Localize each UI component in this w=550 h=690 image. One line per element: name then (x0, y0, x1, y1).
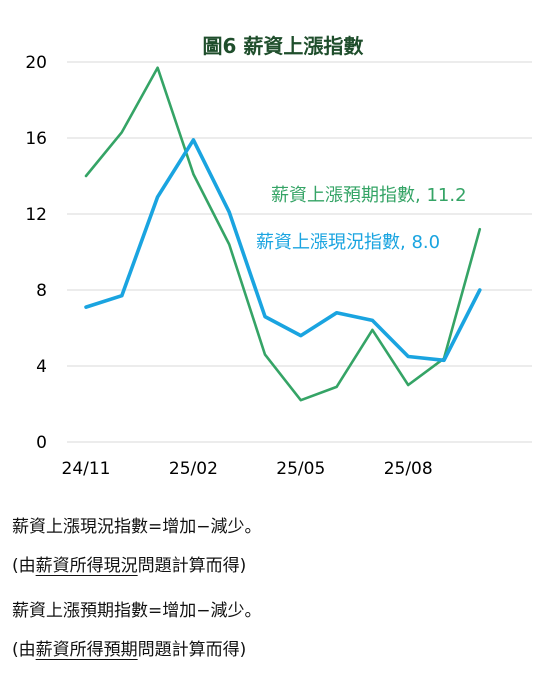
x-tick-label: 25/08 (384, 459, 433, 479)
y-axis-ticks: 0 4 8 12 16 20 (25, 53, 47, 453)
series-label-0: 薪資上漲預期指數, 11.2 (271, 185, 467, 206)
series-label-1: 薪資上漲現況指數, 8.0 (256, 232, 440, 253)
note-current-underlined: 薪資所得現況 (35, 556, 138, 576)
gridlines (67, 61, 532, 443)
note-expected-definition: 薪資上漲預期指數=增加−減少。 (12, 601, 262, 621)
y-tick-label: 0 (36, 433, 47, 453)
note-expected-underlined: 薪資所得預期 (35, 640, 138, 660)
x-tick-label: 24/11 (62, 459, 111, 479)
series-labels: 薪資上漲預期指數, 11.2 薪資上漲現況指數, 8.0 (256, 185, 467, 253)
note-current-prefix: (由 (12, 556, 36, 576)
x-tick-label: 25/02 (169, 459, 218, 479)
series-line-1 (84, 138, 482, 363)
series-line-0 (84, 66, 482, 402)
series-lines (84, 66, 482, 402)
note-expected-prefix: (由 (12, 640, 36, 660)
x-axis-ticks: 24/11 25/02 25/05 25/08 (62, 459, 433, 479)
y-tick-label: 16 (25, 129, 47, 149)
note-expected-suffix: 問題計算而得) (137, 640, 247, 660)
y-tick-label: 12 (25, 205, 47, 225)
note-current-suffix: 問題計算而得) (137, 556, 247, 576)
y-tick-label: 4 (36, 357, 47, 377)
note-current-definition: 薪資上漲現況指數=增加−減少。 (12, 517, 262, 537)
line-chart: 圖6 薪資上漲指數 0 4 8 12 16 20 24/11 25/02 25/05 25/08… (25, 34, 532, 479)
chart-title: 圖6 薪資上漲指數 (203, 34, 364, 58)
note-expected-source: (由薪資所得預期問題計算而得) (12, 639, 246, 661)
y-tick-label: 20 (25, 53, 47, 73)
x-tick-label: 25/05 (276, 459, 325, 479)
y-tick-label: 8 (36, 281, 47, 301)
note-current-source: (由薪資所得現況問題計算而得) (12, 555, 246, 577)
